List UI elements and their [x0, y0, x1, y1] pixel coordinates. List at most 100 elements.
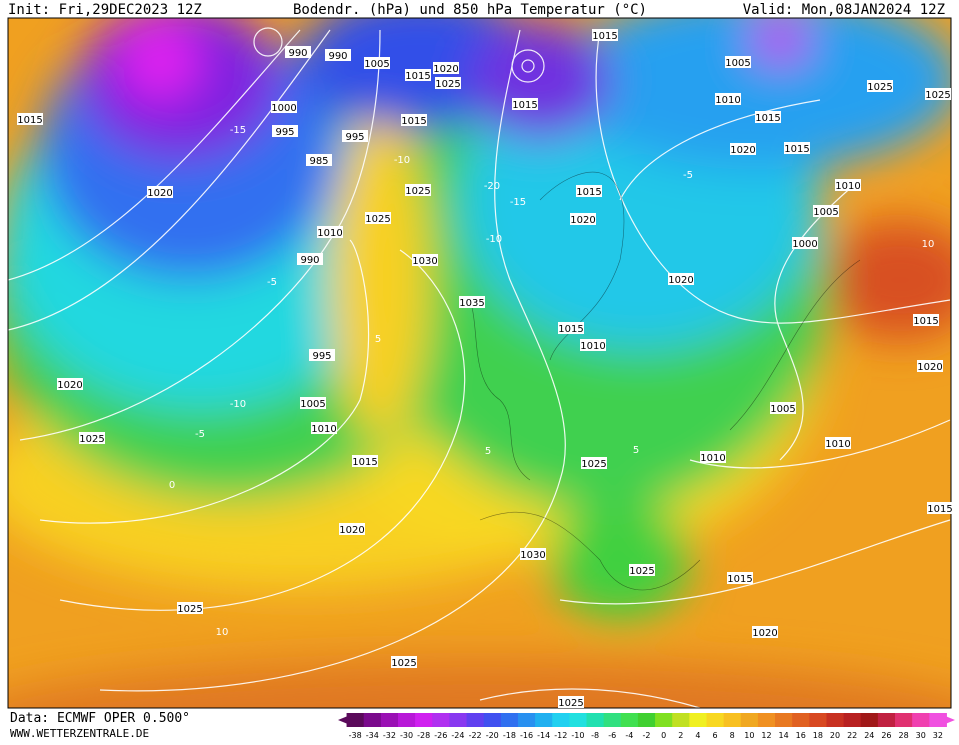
isobar-label: 990	[300, 255, 319, 266]
legend-swatch	[346, 713, 365, 727]
isobar-label-bg	[300, 397, 326, 409]
legend-swatch	[689, 713, 707, 727]
isobar-label: 1020	[570, 215, 595, 226]
legend-label: 2	[678, 731, 683, 740]
legend-swatch	[757, 713, 776, 727]
isobar-label: 1025	[867, 82, 892, 93]
temperature-label: -15	[230, 125, 246, 136]
legend-arrow-right	[937, 713, 955, 727]
init-time: Init: Fri,29DEC2023 12Z	[8, 2, 202, 18]
isobar-label-bg	[339, 523, 365, 535]
data-source: Data: ECMWF OPER 0.500°	[10, 711, 190, 726]
isobar-label: 1015	[405, 71, 430, 82]
legend-label: -10	[571, 731, 584, 740]
isobar-label-bg	[752, 626, 778, 638]
temperature-label: -10	[230, 399, 246, 410]
isobar-label: 1015	[913, 316, 938, 327]
isobar-label-bg	[580, 339, 606, 351]
isobar-label: 995	[312, 351, 331, 362]
legend-swatch	[895, 713, 913, 727]
temperature-label: 0	[169, 480, 175, 491]
isobar-label-bg	[520, 548, 546, 560]
isobar-label: 1015	[17, 115, 42, 126]
isobar-label: 1020	[433, 64, 458, 75]
isobar-label-bg	[730, 143, 756, 155]
legend-label: -16	[520, 731, 533, 740]
legend-label: -4	[625, 731, 633, 740]
legend-swatch	[483, 713, 502, 727]
legend-label: -28	[417, 731, 430, 740]
isobar-label: 985	[309, 156, 328, 167]
legend-label: 32	[933, 731, 943, 740]
isobar-label: 1025	[405, 186, 430, 197]
isobar-label: 1010	[580, 341, 605, 352]
isobar-label: 1025	[925, 90, 950, 101]
isobar-label-bg	[825, 437, 851, 449]
temperature-label: 5	[485, 446, 491, 457]
isobar-label-bg	[147, 186, 173, 198]
legend-swatch	[432, 713, 450, 727]
isobar-label-bg	[629, 564, 655, 576]
legend-label: 10	[744, 731, 754, 740]
legend-label: -14	[537, 731, 550, 740]
isobar-label: 1020	[730, 145, 755, 156]
legend-label: 4	[695, 731, 700, 740]
isobar-label-bg	[405, 69, 431, 81]
isobar-label-bg	[435, 77, 461, 89]
isobar-label: 1015	[927, 504, 952, 515]
temperature-label: 10	[922, 239, 935, 250]
isobar-label: 1025	[79, 434, 104, 445]
legend-swatch	[380, 713, 399, 727]
isobar-label-bg	[581, 457, 607, 469]
isobar-label-bg	[913, 314, 939, 326]
legend-swatch	[620, 713, 639, 727]
legend-swatch	[586, 713, 605, 727]
isobar-label-bg	[668, 273, 694, 285]
isobar-label-bg	[271, 101, 297, 113]
isobar-label: 1030	[412, 256, 437, 267]
isobar-label: 1000	[792, 239, 817, 250]
isobar-label: 1010	[317, 228, 342, 239]
isobar-label: 1005	[770, 404, 795, 415]
isobar-label: 990	[328, 51, 347, 62]
isobar-label: 1010	[835, 181, 860, 192]
isobar-label: 1015	[401, 116, 426, 127]
isobar-label-bg	[512, 98, 538, 110]
isobar-label-bg	[342, 130, 368, 142]
isobar-label-bg	[770, 402, 796, 414]
legend-swatch	[397, 713, 416, 727]
isobar-label-bg	[285, 46, 311, 58]
legend-label: 18	[813, 731, 823, 740]
isobar-label-bg	[311, 422, 337, 434]
isobar-label: 1020	[752, 628, 777, 639]
isobar-label-bg	[592, 29, 618, 41]
legend-label: 8	[730, 731, 735, 740]
isobar-label-bg	[317, 226, 343, 238]
legend-label: 14	[779, 731, 789, 740]
isobar-label-bg	[272, 125, 298, 137]
isobar-label: 1015	[576, 187, 601, 198]
legend-label: 16	[796, 731, 806, 740]
legend-label: 30	[916, 731, 926, 740]
legend-swatch	[552, 713, 570, 727]
isobar-label: 1005	[813, 207, 838, 218]
isobar-label-bg	[364, 57, 390, 69]
isobar-label: 1030	[520, 550, 545, 561]
isobar-label: 1015	[592, 31, 617, 42]
legend-swatch	[792, 713, 810, 727]
isobar-label: 1005	[725, 58, 750, 69]
temperature-label: 10	[216, 627, 229, 638]
isobar-label: 1015	[512, 100, 537, 111]
isobar-label: 1025	[558, 698, 583, 709]
legend-label: 28	[898, 731, 908, 740]
isobar-label-bg	[412, 254, 438, 266]
isobar-label: 1020	[668, 275, 693, 286]
isobar-label: 1025	[365, 214, 390, 225]
legend-swatch	[877, 713, 896, 727]
legend-label: -26	[434, 731, 447, 740]
legend-swatch	[655, 713, 673, 727]
legend-swatch	[809, 713, 827, 727]
isobar-label-bg	[792, 237, 818, 249]
isobar-label-bg	[558, 322, 584, 334]
